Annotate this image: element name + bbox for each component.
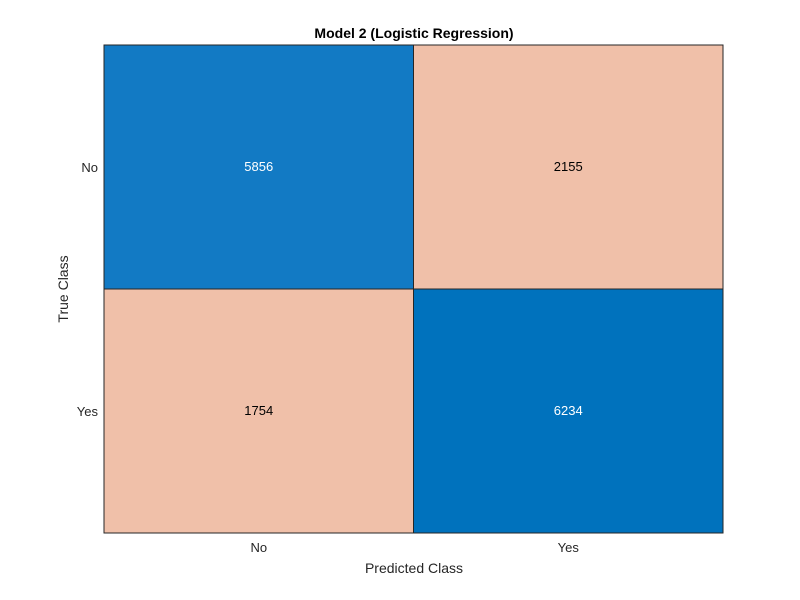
y-axis-label: True Class <box>55 255 71 322</box>
cell-value-label: 1754 <box>244 403 273 418</box>
y-tick-labels: No Yes <box>77 160 99 419</box>
heatmap-cell-no-yes <box>413 44 724 290</box>
heatmap-cell-yes-no <box>103 288 414 534</box>
x-tick-label: Yes <box>558 540 580 555</box>
cell-value-label: 2155 <box>554 159 583 174</box>
x-axis-label: Predicted Class <box>365 560 463 576</box>
heatmap-cell-yes-yes <box>413 288 724 534</box>
cell-value-label: 5856 <box>244 159 273 174</box>
x-tick-label: No <box>250 540 267 555</box>
plot-frame <box>103 44 724 534</box>
chart-title: Model 2 (Logistic Regression) <box>314 25 513 41</box>
heatmap-cells <box>103 44 724 534</box>
y-tick-label: No <box>81 160 98 175</box>
y-tick-label: Yes <box>77 404 99 419</box>
cell-values: 5856 2155 1754 6234 <box>244 159 582 418</box>
x-tick-labels: No Yes <box>250 540 579 555</box>
heatmap-cell-no-no <box>103 44 414 290</box>
cell-value-label: 6234 <box>554 403 583 418</box>
